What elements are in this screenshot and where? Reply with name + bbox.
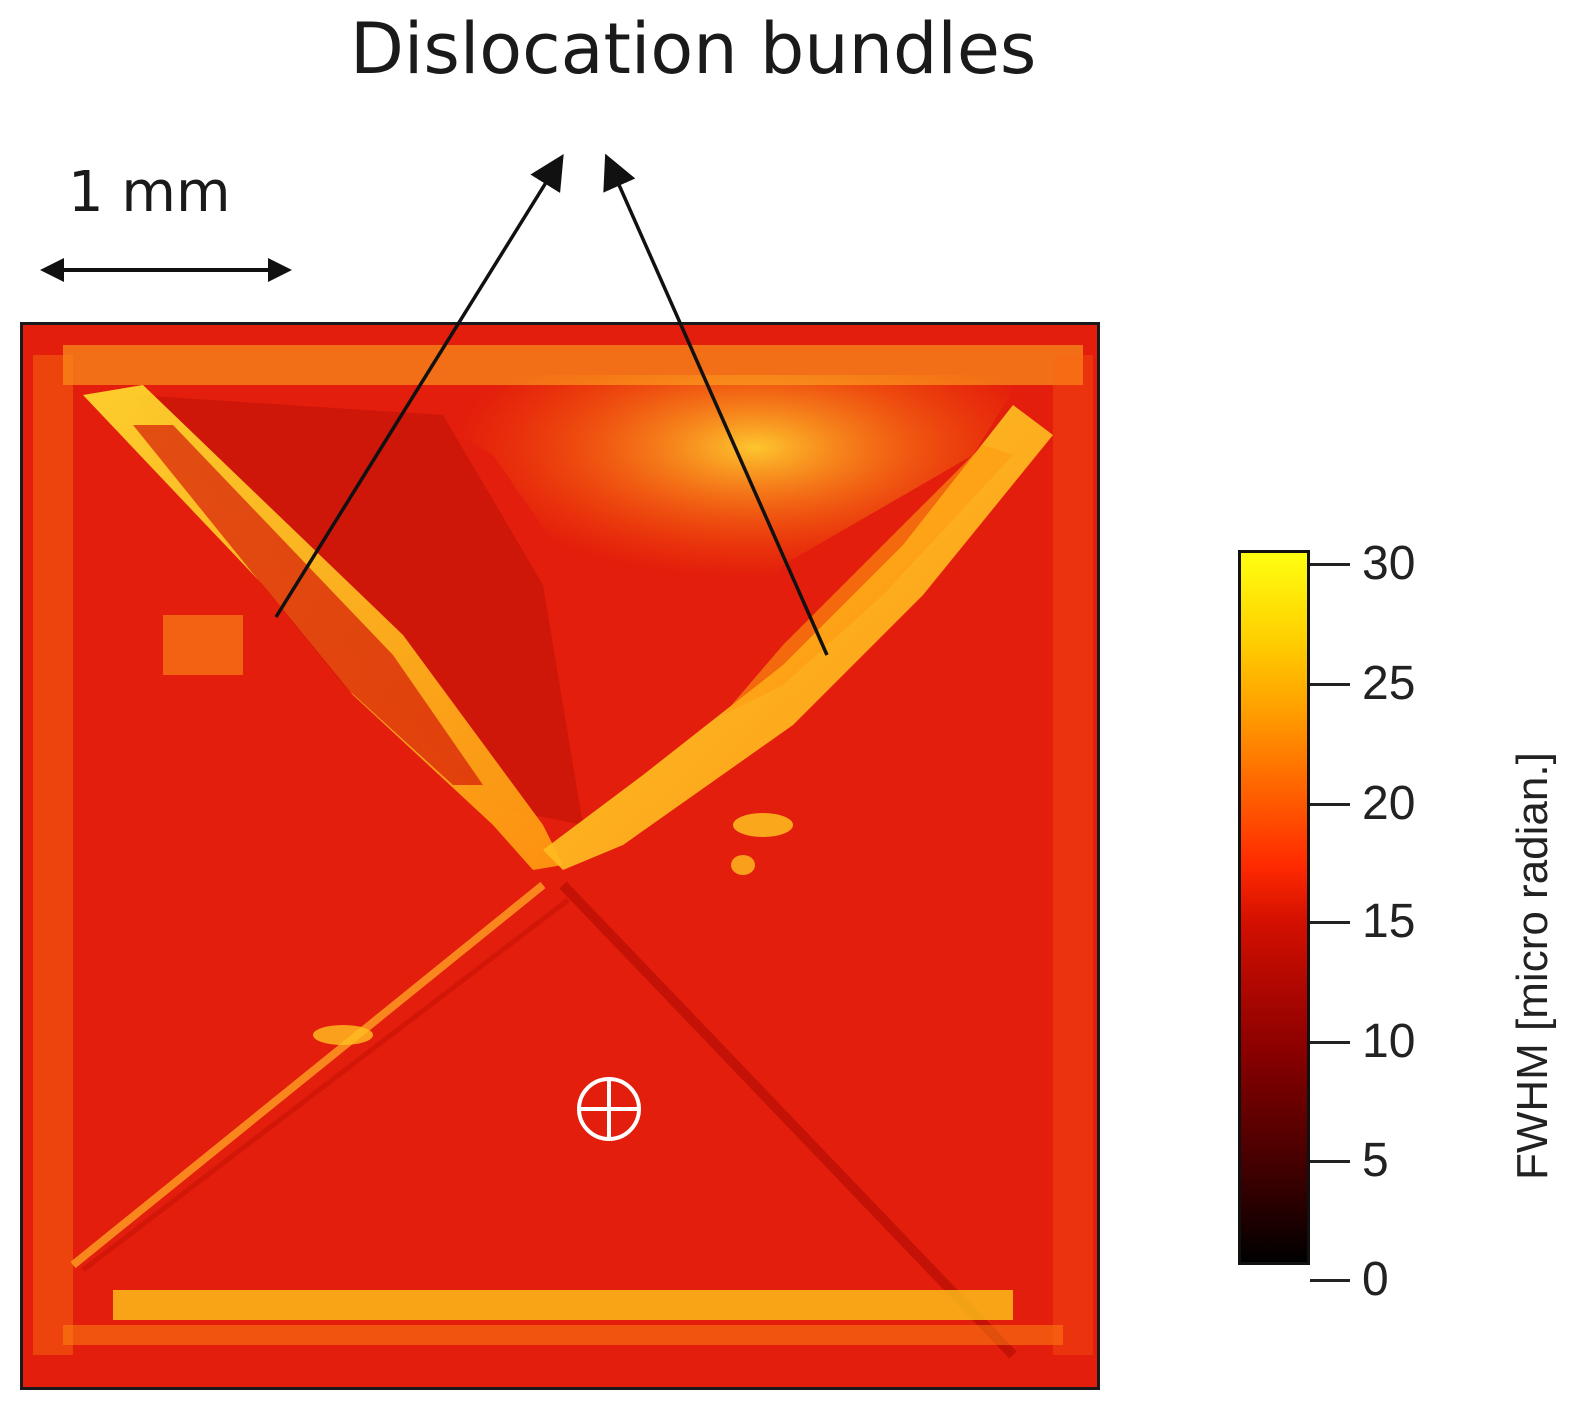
- colorbar-tick: [1310, 1160, 1350, 1163]
- colorbar-tick-label: 15: [1362, 895, 1416, 948]
- arrow-left-bundle: [274, 154, 564, 618]
- bottom-edge-band: [113, 1290, 1013, 1320]
- left-edge-band: [33, 355, 73, 1355]
- bright-spot: [731, 855, 755, 875]
- fwhm-map-svg: [23, 325, 1097, 1387]
- colorbar-tick: [1310, 921, 1350, 924]
- colorbar-tick-label: 5: [1362, 1134, 1389, 1187]
- band-inner-dark-left: [133, 425, 483, 785]
- colorbar-tick: [1310, 1279, 1350, 1282]
- dislocation-bundles-label: Dislocation bundles: [350, 8, 1037, 90]
- colorbar: [1238, 550, 1310, 1265]
- bright-patch: [163, 615, 243, 675]
- right-edge-band: [1053, 355, 1093, 1355]
- lower-diagonal-left: [70, 881, 546, 1269]
- arrow-right-bundle: [603, 153, 829, 656]
- colorbar-tick: [1310, 683, 1350, 686]
- lower-diagonal-right: [559, 881, 1017, 1359]
- colorbar-axis-title: FWHM [micro radian.]: [1508, 752, 1557, 1180]
- fwhm-map-image: [20, 322, 1100, 1390]
- colorbar-tick-label: 25: [1362, 657, 1416, 710]
- top-edge-band: [63, 345, 1083, 385]
- crosshair-target-icon: [577, 1077, 641, 1141]
- scale-bar-label: 1 mm: [68, 160, 231, 225]
- colorbar-tick-label: 20: [1362, 777, 1416, 830]
- bright-spot: [313, 1025, 373, 1045]
- colorbar-tick-label: 0: [1362, 1253, 1389, 1306]
- colorbar-tick: [1310, 803, 1350, 806]
- bright-spot: [733, 813, 793, 837]
- colorbar-tick: [1310, 1041, 1350, 1044]
- band-inner-right: [723, 445, 1013, 715]
- colorbar-tick-label: 30: [1362, 537, 1416, 590]
- top-bright-region: [353, 375, 1023, 665]
- scale-bar-arrow: [40, 258, 292, 282]
- colorbar-tick: [1310, 563, 1350, 566]
- colorbar-tick-label: 10: [1362, 1015, 1416, 1068]
